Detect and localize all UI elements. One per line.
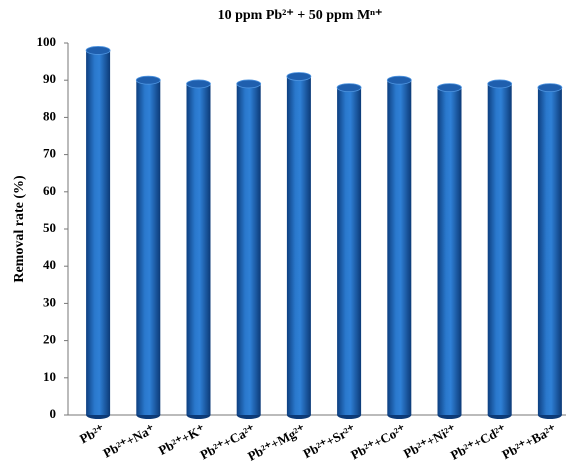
y-axis-label: Removal rate (%) bbox=[12, 175, 27, 283]
bar-top bbox=[135, 75, 161, 85]
bar bbox=[487, 83, 512, 416]
bar-top bbox=[236, 79, 262, 89]
x-tick-label: Pb²⁺+Ba²⁺ bbox=[499, 421, 558, 462]
y-tick-label: 70 bbox=[43, 146, 56, 161]
chart-title: 10 ppm Pb²⁺ + 50 ppm Mⁿ⁺ bbox=[218, 8, 383, 23]
bar bbox=[236, 83, 261, 416]
bar-top bbox=[386, 75, 412, 85]
y-tick-label: 10 bbox=[43, 369, 56, 384]
y-tick-label: 30 bbox=[43, 294, 56, 309]
bar-top bbox=[186, 79, 211, 89]
bar-top bbox=[336, 83, 362, 93]
y-tick-label: 0 bbox=[50, 406, 57, 421]
bar bbox=[186, 83, 211, 416]
x-tick-label: Pb²⁺ bbox=[77, 421, 107, 446]
x-tick-label: Pb²⁺+Cd²⁺ bbox=[448, 421, 509, 463]
y-tick-label: 80 bbox=[43, 108, 56, 123]
bar bbox=[437, 87, 462, 415]
bar bbox=[337, 87, 362, 415]
bar bbox=[537, 87, 562, 415]
bar bbox=[286, 76, 311, 415]
y-tick-label: 20 bbox=[43, 332, 56, 347]
bar bbox=[136, 80, 161, 415]
bar-top bbox=[286, 72, 312, 81]
y-tick-label: 90 bbox=[43, 71, 56, 86]
x-tick-label: Pb²⁺+Mg²⁺ bbox=[245, 421, 308, 464]
x-tick-label: Pb²⁺+Sr²⁺ bbox=[300, 421, 358, 461]
y-tick-label: 60 bbox=[43, 183, 56, 198]
bar-top bbox=[487, 79, 513, 89]
bar-top bbox=[85, 46, 111, 55]
y-tick-label: 40 bbox=[43, 257, 56, 272]
x-tick-label: Pb²⁺+Na⁺ bbox=[101, 421, 158, 461]
bar-top bbox=[437, 83, 462, 93]
bar bbox=[86, 50, 111, 415]
y-tick-label: 50 bbox=[43, 220, 56, 235]
x-tick-label: Pb²⁺+Co²⁺ bbox=[348, 421, 408, 462]
bar-top bbox=[537, 83, 563, 93]
y-tick-label: 100 bbox=[37, 34, 57, 49]
bar bbox=[387, 80, 412, 415]
